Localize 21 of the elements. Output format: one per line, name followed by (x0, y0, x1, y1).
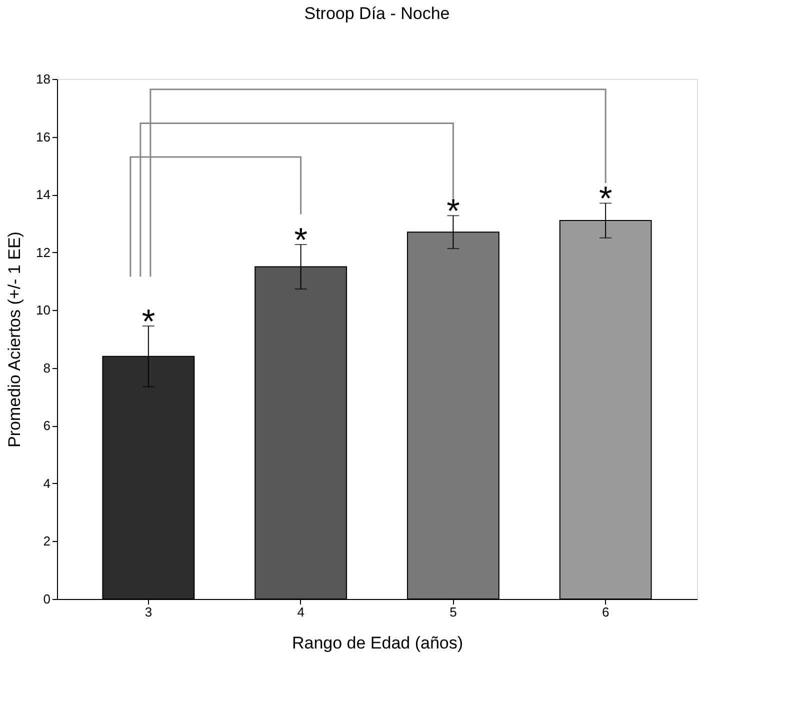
annotation: * (446, 192, 460, 231)
annotation: * (294, 222, 308, 260)
annotation: * (142, 303, 156, 341)
x-tick-label: 4 (297, 604, 304, 620)
y-axis-title: Promedio Aciertos (+/- 1 EE) (5, 232, 24, 448)
x-axis-title: Rango de Edad (años) (292, 634, 464, 652)
x-tick-label: 3 (144, 604, 152, 620)
y-tick-label: 2 (43, 534, 50, 549)
chart-title: Stroop Día - Noche (304, 4, 450, 23)
x-tick-label: 6 (602, 604, 610, 620)
y-tick-label: 16 (36, 129, 50, 144)
y-tick-label: 8 (43, 360, 50, 376)
y-tick-label: 4 (43, 476, 50, 491)
annotation: * (598, 180, 612, 218)
x-tick-label: 5 (450, 604, 457, 620)
y-tick-label: 0 (43, 592, 50, 606)
y-tick-label: 18 (36, 72, 50, 86)
y-tick-label: 12 (36, 244, 50, 260)
y-tick-label: 10 (36, 302, 50, 318)
y-tick-label: 6 (43, 418, 50, 434)
y-tick-label: 14 (36, 187, 50, 202)
